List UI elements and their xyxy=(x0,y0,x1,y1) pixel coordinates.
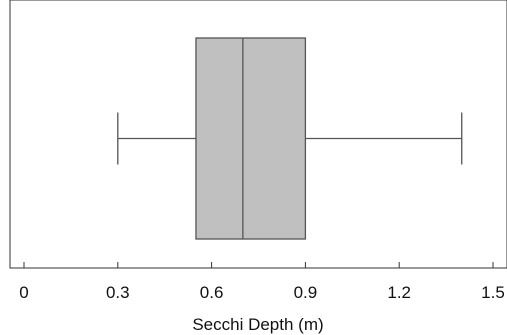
x-tick-label: 1.2 xyxy=(387,283,411,302)
x-tick-label: 0.9 xyxy=(294,283,318,302)
interquartile-box xyxy=(195,37,307,240)
plot-frame xyxy=(9,0,507,269)
x-tick-label: 1.5 xyxy=(481,283,505,302)
box-plot xyxy=(117,37,463,240)
x-axis-label: Secchi Depth (m) xyxy=(192,315,323,334)
x-axis-tick-labels: 0 0.3 0.6 0.9 1.2 1.5 xyxy=(19,283,505,302)
x-tick-label: 0.3 xyxy=(106,283,130,302)
x-axis-ticks xyxy=(23,262,494,268)
x-tick-label: 0 xyxy=(19,283,28,302)
x-tick-label: 0.6 xyxy=(200,283,224,302)
